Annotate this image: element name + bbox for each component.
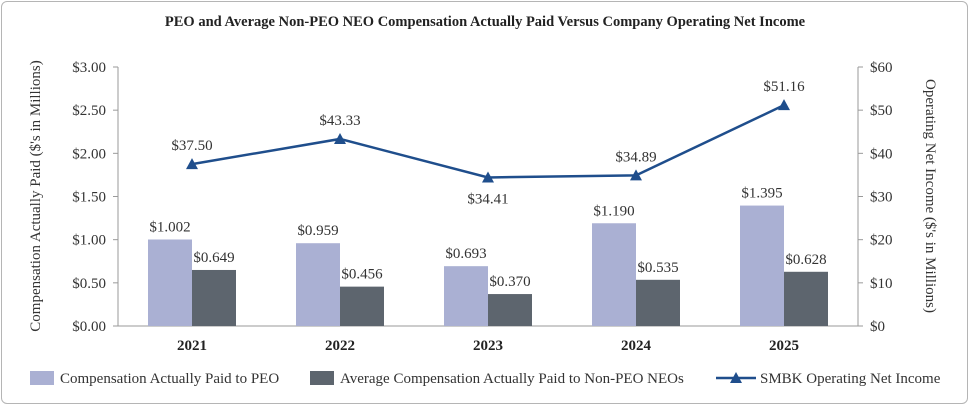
data-label-non-peo: $0.370 — [489, 274, 530, 290]
bar-peo — [148, 239, 192, 326]
right-y-axis: $0 $10 $20 $30 $40 $50 $60 — [857, 60, 893, 335]
net-income-line — [191, 104, 785, 179]
right-tick-label: $10 — [870, 276, 893, 292]
right-tick-label: $0 — [870, 319, 885, 335]
right-axis-label: Operating Net Income ($'s in Millions) — [922, 79, 938, 313]
legend: Compensation Actually Paid to PEO Averag… — [30, 371, 941, 387]
bar-peo — [592, 223, 636, 326]
right-tick-label: $40 — [870, 146, 893, 162]
data-label-peo: $0.959 — [297, 223, 338, 239]
left-tick-label: $0.50 — [72, 276, 106, 292]
data-label-peo: $1.395 — [741, 186, 782, 202]
bar-peo — [740, 205, 784, 326]
data-label-non-peo: $0.628 — [785, 252, 826, 268]
data-label-non-peo: $0.456 — [341, 267, 383, 283]
left-tick-label: $2.00 — [72, 146, 106, 162]
bar-series: $1.002$0.649 $0.959 $0.456 $0.693$0.370 $1.1… — [148, 186, 828, 326]
data-label-net-income: $34.41 — [467, 191, 508, 207]
legend-label-net-income: SMBK Operating Net Income — [760, 371, 941, 387]
right-tick-label: $60 — [870, 60, 893, 76]
category-label: 2023 — [473, 338, 503, 354]
net-income-point — [630, 169, 642, 181]
left-tick-label: $1.50 — [72, 190, 106, 206]
chart-title: PEO and Average Non-PEO NEO Compensation… — [165, 14, 806, 30]
legend-label-peo: Compensation Actually Paid to PEO — [60, 371, 279, 387]
right-tick-label: $20 — [870, 233, 893, 249]
data-label-peo: $0.693 — [445, 246, 486, 262]
category-label: 2021 — [177, 338, 207, 354]
net-income-point — [778, 99, 790, 111]
right-tick-label: $30 — [870, 190, 893, 206]
legend-label-non-peo: Average Compensation Actually Paid to No… — [340, 371, 684, 387]
left-tick-label: $3.00 — [72, 60, 106, 76]
data-label-net-income: $51.16 — [763, 79, 805, 95]
line-series: $37.50 $43.33 $34.41 $34.89 $51.16 — [171, 79, 805, 207]
net-income-point — [482, 171, 494, 183]
left-tick-label: $1.00 — [72, 233, 106, 249]
right-tick-label: $50 — [870, 103, 893, 119]
data-label-net-income: $37.50 — [171, 138, 212, 154]
data-label-non-peo: $0.649 — [193, 250, 234, 266]
net-income-point — [334, 132, 346, 144]
left-tick-label: $0.00 — [72, 319, 106, 335]
legend-swatch-non-peo — [310, 371, 334, 385]
bar-non-peo — [636, 279, 680, 326]
left-axis-label: Compensation Actually Paid ($'s in Milli… — [28, 60, 44, 331]
net-income-point — [186, 158, 198, 170]
category-label: 2022 — [325, 338, 355, 354]
left-tick-label: $2.50 — [72, 103, 106, 119]
data-label-peo: $1.002 — [149, 219, 190, 235]
category-label: 2024 — [621, 338, 652, 354]
category-label: 2025 — [769, 338, 799, 354]
bar-non-peo — [488, 294, 532, 326]
data-label-net-income: $34.89 — [615, 149, 656, 165]
data-label-net-income: $43.33 — [319, 113, 360, 129]
data-label-peo: $1.190 — [593, 203, 634, 219]
bar-non-peo — [340, 286, 384, 326]
legend-triangle-icon — [730, 372, 742, 383]
bar-peo — [444, 266, 488, 326]
bar-peo — [296, 243, 340, 326]
data-label-non-peo: $0.535 — [637, 260, 678, 276]
category-labels: 2021 2022 2023 2024 2025 — [177, 338, 799, 354]
bar-non-peo — [192, 269, 236, 326]
bar-non-peo — [784, 271, 828, 326]
legend-swatch-peo — [30, 371, 54, 385]
